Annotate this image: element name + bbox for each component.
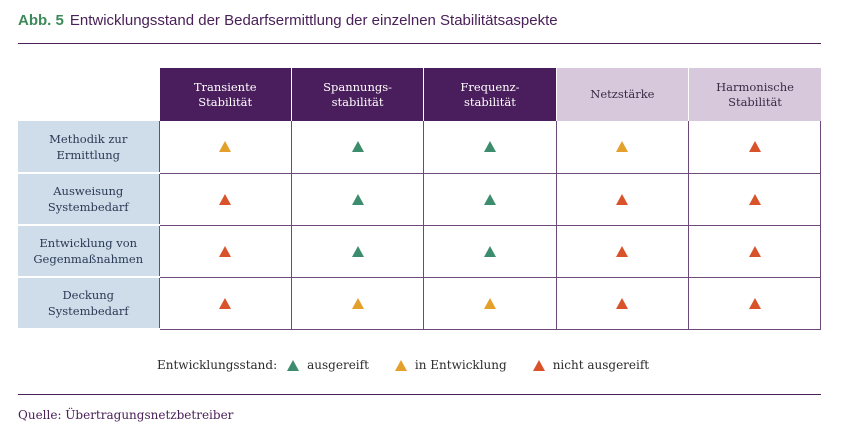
red-triangle-icon	[532, 359, 545, 371]
corner-cell	[18, 68, 159, 121]
status-triangle-icon	[748, 297, 761, 309]
legend-label: ausgereift	[307, 358, 369, 372]
figure-number: Abb. 5	[18, 12, 64, 29]
table-row: Deckung Systembedarf	[18, 277, 822, 330]
legend-label: in Entwicklung	[414, 358, 507, 372]
green-triangle-icon	[287, 359, 300, 371]
status-cell	[291, 225, 425, 278]
figure-title: Abb. 5 Entwicklungsstand der Bedarfsermit…	[18, 12, 558, 29]
status-cell	[291, 121, 425, 174]
col-header-frequenzstabilitaet: Frequenz-stabilität	[423, 68, 557, 121]
bottom-divider	[18, 394, 821, 395]
legend-item-nicht-ausgereift: nicht ausgereift	[532, 358, 650, 372]
status-triangle-icon	[616, 141, 629, 153]
status-triangle-icon	[748, 141, 761, 153]
orange-triangle-icon	[394, 359, 407, 371]
status-triangle-icon	[748, 245, 761, 257]
status-cell	[291, 277, 425, 330]
status-triangle-icon	[616, 193, 629, 205]
status-cell	[556, 225, 690, 278]
status-triangle-icon	[616, 245, 629, 257]
status-cell	[158, 173, 292, 226]
row-header-ausweisung: Ausweisung Systembedarf	[18, 173, 159, 226]
status-cell	[688, 173, 822, 226]
table-row: Ausweisung Systembedarf	[18, 173, 822, 226]
status-triangle-icon	[483, 297, 496, 309]
status-triangle-icon	[483, 193, 496, 205]
status-cell	[291, 173, 425, 226]
legend-title: Entwicklungsstand:	[157, 358, 278, 372]
table-row: Entwicklung von Gegenmaßnahmen	[18, 225, 822, 278]
status-triangle-icon	[483, 245, 496, 257]
status-cell	[556, 277, 690, 330]
col-header-transiente-stabilitaet: Transiente Stabilität	[158, 68, 292, 121]
col-header-netzstaerke: Netzstärke	[555, 68, 689, 121]
status-triangle-icon	[351, 245, 364, 257]
status-cell	[688, 225, 822, 278]
source-note: Quelle: Übertragungsnetzbetreiber	[18, 408, 234, 422]
row-header-methodik: Methodik zur Ermittlung	[18, 121, 159, 174]
row-header-deckung: Deckung Systembedarf	[18, 277, 159, 330]
status-triangle-icon	[351, 193, 364, 205]
legend-item-ausgereift: ausgereift	[287, 358, 369, 372]
status-cell	[423, 121, 557, 174]
status-cell	[158, 121, 292, 174]
status-triangle-icon	[219, 297, 232, 309]
figure-caption: Entwicklungsstand der Bedarfsermittlung …	[69, 12, 558, 29]
status-cell	[556, 173, 690, 226]
legend-item-in-entwicklung: in Entwicklung	[394, 358, 507, 372]
row-header-gegenmassnahmen: Entwicklung von Gegenmaßnahmen	[18, 225, 159, 278]
legend: Entwicklungsstand: ausgereift in Entwick…	[157, 358, 675, 372]
status-cell	[423, 225, 557, 278]
status-cell	[688, 121, 822, 174]
status-triangle-icon	[351, 297, 364, 309]
status-triangle-icon	[351, 141, 364, 153]
status-cell	[423, 277, 557, 330]
stability-matrix: Transiente Stabilität Spannungs-stabilitä…	[18, 68, 822, 330]
status-triangle-icon	[219, 141, 232, 153]
status-triangle-icon	[616, 297, 629, 309]
col-header-harmonische-stabilitaet: Harmonische Stabilität	[688, 68, 821, 121]
status-triangle-icon	[219, 193, 232, 205]
legend-label: nicht ausgereift	[552, 358, 650, 372]
status-cell	[158, 225, 292, 278]
header-row: Transiente Stabilität Spannungs-stabilitä…	[18, 68, 821, 121]
status-triangle-icon	[219, 245, 232, 257]
status-triangle-icon	[748, 193, 761, 205]
status-cell	[688, 277, 822, 330]
table-row: Methodik zur Ermittlung	[18, 121, 822, 174]
top-divider	[18, 43, 821, 44]
col-header-spannungsstabilitaet: Spannungs-stabilität	[290, 68, 424, 121]
status-triangle-icon	[483, 141, 496, 153]
status-cell	[423, 173, 557, 226]
status-cell	[556, 121, 690, 174]
status-cell	[158, 277, 292, 330]
